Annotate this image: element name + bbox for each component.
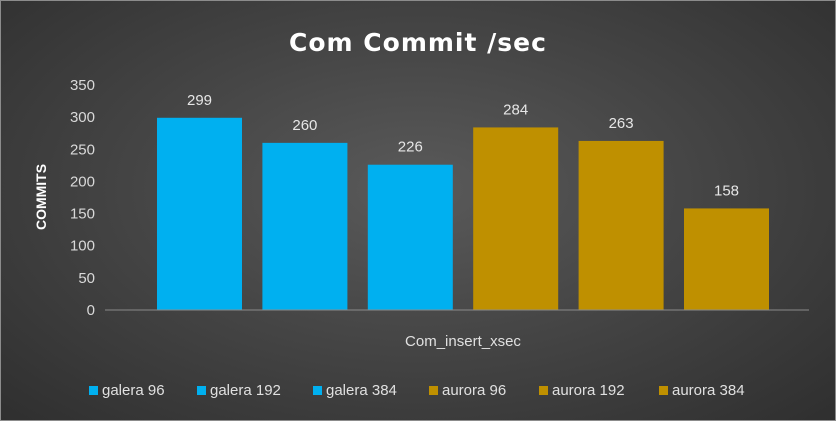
- legend-swatch: [89, 386, 98, 395]
- data-label: 260: [292, 117, 317, 134]
- y-tick-label: 200: [70, 173, 95, 190]
- legend-label: galera 384: [326, 382, 397, 399]
- data-label: 284: [503, 101, 528, 118]
- data-label: 158: [714, 182, 739, 199]
- y-axis-ticks: 0 50 100 150 200 250 300 350: [70, 77, 95, 319]
- bars-group: 299 260 226 284 263 158: [157, 92, 769, 311]
- bar-galera-384: [367, 164, 453, 310]
- y-tick-label: 100: [70, 238, 95, 255]
- x-category-label: Com_insert_xsec: [405, 333, 521, 350]
- legend-label: aurora 96: [442, 382, 506, 399]
- legend-swatch: [197, 386, 206, 395]
- y-tick-label: 250: [70, 141, 95, 158]
- y-tick-label: 350: [70, 77, 95, 94]
- bar-aurora-192: [578, 140, 664, 310]
- chart-title: Com Commit /sec: [289, 28, 547, 57]
- y-tick-label: 150: [70, 206, 95, 223]
- legend-swatch: [659, 386, 668, 395]
- legend-swatch: [539, 386, 548, 395]
- y-tick-label: 0: [87, 302, 95, 319]
- data-label: 299: [187, 92, 212, 109]
- bar-galera-96: [157, 117, 242, 311]
- y-axis-title: COMMITS: [33, 164, 49, 230]
- legend-label: galera 96: [102, 382, 165, 399]
- y-tick-label: 50: [78, 270, 95, 287]
- legend-label: galera 192: [210, 382, 281, 399]
- legend-swatch: [313, 386, 322, 395]
- data-label: 226: [398, 139, 423, 156]
- legend-label: aurora 192: [552, 382, 625, 399]
- data-label: 263: [609, 115, 634, 132]
- bar-aurora-384: [684, 208, 769, 310]
- bar-aurora-96: [473, 127, 559, 310]
- legend-label: aurora 384: [672, 382, 745, 399]
- legend-swatch: [429, 386, 438, 395]
- legend: galera 96 galera 192 galera 384 aurora 96 au…: [89, 382, 745, 399]
- bar-galera-192: [262, 142, 348, 310]
- y-tick-label: 300: [70, 109, 95, 126]
